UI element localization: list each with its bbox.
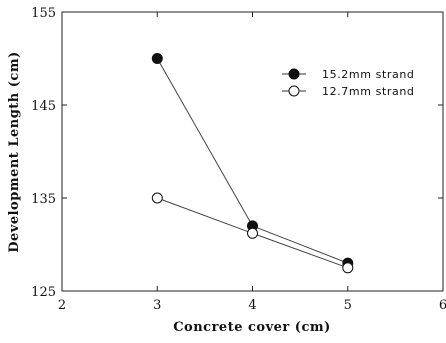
legend-marker-1	[288, 68, 300, 80]
legend-label-2: 12.7mm strand	[322, 85, 414, 98]
y-tick-label-3: 155	[31, 6, 56, 21]
legend: 15.2mm strand 12.7mm strand	[282, 68, 414, 98]
x-tick-label-2: 4	[248, 298, 256, 313]
x-tick-label-4: 6	[439, 298, 446, 313]
x-tick-label-0: 2	[58, 298, 66, 313]
x-axis-title: Concrete cover (cm)	[173, 320, 331, 335]
y-tick-label-2: 145	[31, 99, 56, 114]
plot-frame	[61, 11, 444, 292]
legend-item-2: 12.7mm strand	[282, 85, 414, 98]
x-tick-label-1: 3	[153, 298, 161, 313]
legend-label-1: 15.2mm strand	[322, 68, 414, 81]
series-2-point-3	[342, 262, 354, 274]
series-points	[151, 53, 354, 274]
y-tick-label-1: 135	[31, 192, 56, 207]
series-2-point-1	[151, 192, 163, 204]
x-tick-label-3: 5	[344, 298, 352, 313]
series-2-point-2	[247, 227, 258, 239]
y-axis-title: Development Length (cm)	[7, 51, 22, 253]
axis-ticks	[61, 11, 444, 292]
legend-marker-2	[288, 85, 300, 97]
tick-labels: 2 3 4 5 6 125 135 145 155	[31, 6, 446, 313]
y-tick-label-0: 125	[31, 285, 56, 300]
series-1-point-1	[151, 53, 163, 64]
legend-item-1: 15.2mm strand	[282, 68, 414, 81]
